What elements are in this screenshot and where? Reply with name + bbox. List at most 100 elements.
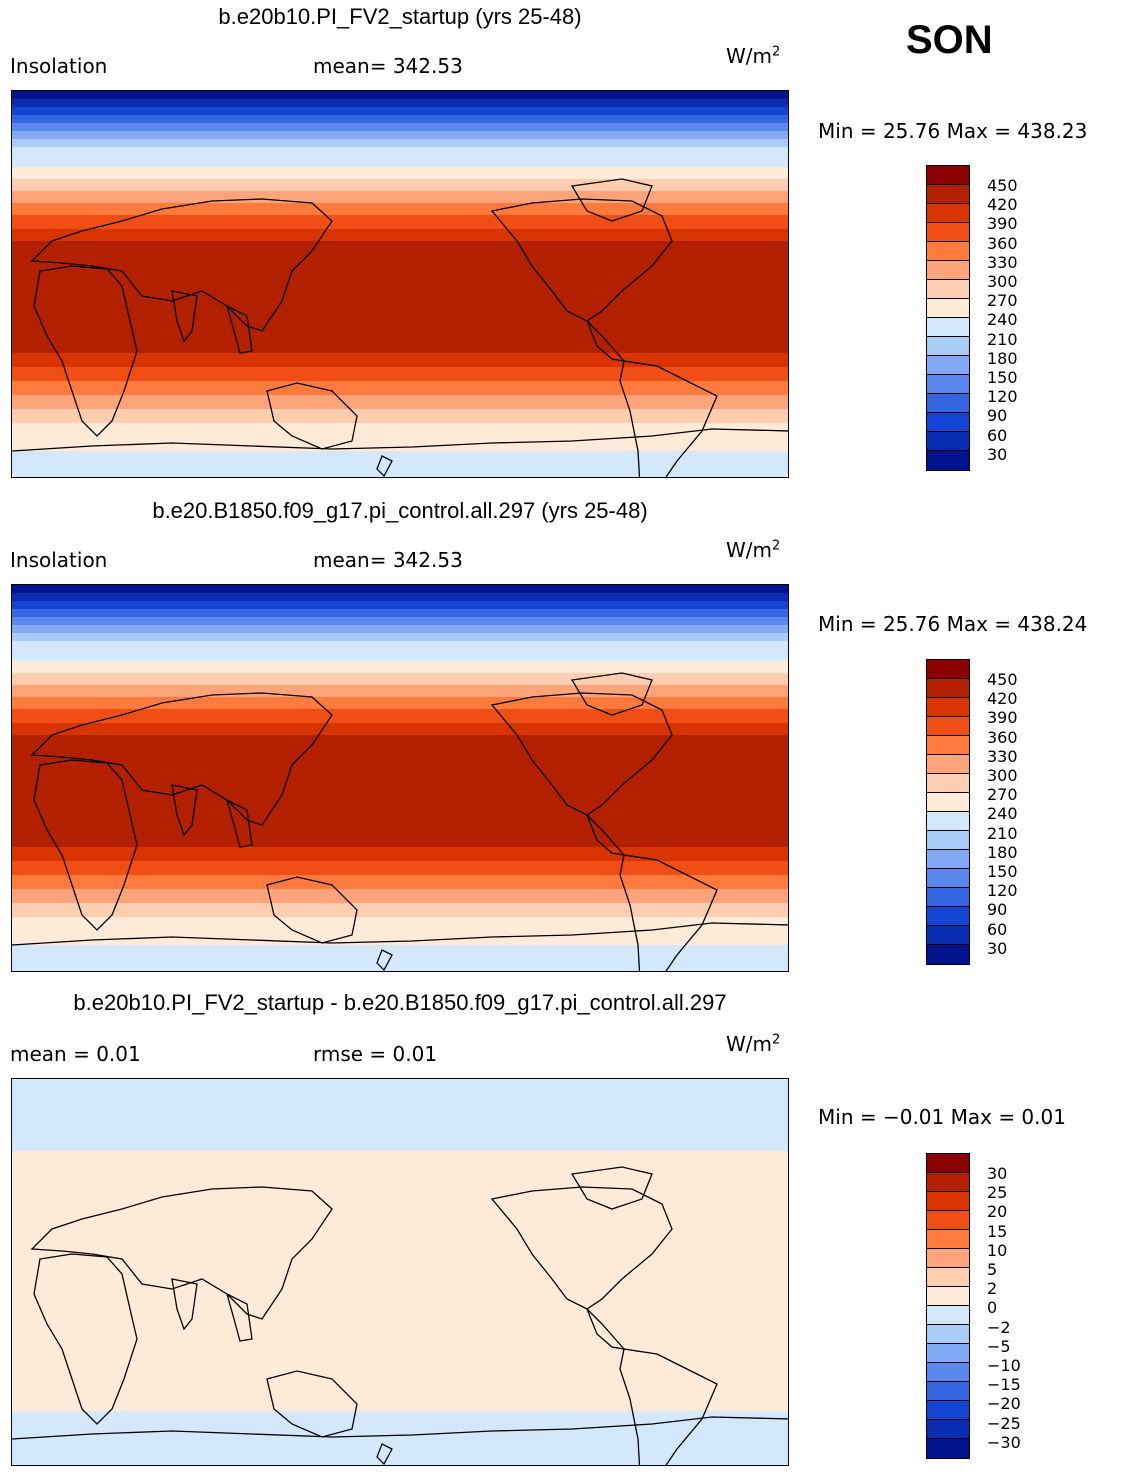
colorbar-tick-label: 270 bbox=[987, 785, 1018, 805]
colorbar-swatch bbox=[927, 698, 969, 717]
colorbar-swatch bbox=[927, 812, 969, 831]
color-band bbox=[12, 147, 788, 156]
color-band bbox=[12, 437, 788, 452]
colorbar-tick-label: 390 bbox=[987, 214, 1018, 234]
colorbar-tick-label: 150 bbox=[987, 368, 1018, 387]
color-band bbox=[12, 1079, 788, 1151]
panel-1-variable-label: Insolation bbox=[10, 54, 108, 78]
colorbar-tick-label: −15 bbox=[987, 1375, 1021, 1395]
colorbar-tick-label: 390 bbox=[987, 708, 1018, 728]
colorbar-swatch bbox=[927, 1249, 969, 1268]
colorbar-tick-label: 360 bbox=[987, 727, 1018, 747]
colorbar-tick-label: 330 bbox=[987, 746, 1018, 766]
colorbar-swatch bbox=[927, 1325, 969, 1344]
color-band bbox=[12, 241, 788, 256]
colorbar-swatch bbox=[927, 774, 969, 793]
colorbar-tick-label: 2 bbox=[987, 1279, 998, 1299]
colorbar-tick-label: −2 bbox=[987, 1317, 1011, 1337]
colorbar-tick-label: 25 bbox=[987, 1183, 1008, 1203]
coastline bbox=[225, 798, 253, 848]
color-band bbox=[12, 777, 788, 792]
colorbar-tick-label: 240 bbox=[987, 310, 1018, 330]
coastline bbox=[570, 672, 653, 716]
colorbar-swatch bbox=[927, 1287, 969, 1306]
colorbar-tick-label: 420 bbox=[987, 689, 1018, 709]
map-canvas bbox=[12, 91, 788, 477]
color-band bbox=[12, 959, 788, 971]
coastline bbox=[12, 1416, 788, 1440]
color-band bbox=[12, 155, 788, 168]
coastline bbox=[376, 1443, 393, 1465]
color-band bbox=[12, 229, 788, 242]
colorbar-swatch bbox=[927, 223, 969, 242]
color-band bbox=[12, 749, 788, 764]
panel-1-minmax: Min = 25.76 Max = 438.23 bbox=[818, 119, 1088, 143]
colorbar-tick-label: 450 bbox=[987, 176, 1018, 195]
color-band bbox=[12, 585, 788, 594]
map-canvas bbox=[12, 585, 788, 971]
color-band bbox=[12, 847, 788, 862]
coastline bbox=[266, 382, 358, 450]
coastline bbox=[619, 1348, 718, 1465]
coastline bbox=[266, 876, 358, 944]
colorbar-swatch bbox=[927, 926, 969, 945]
color-band bbox=[12, 139, 788, 148]
colorbar-tick-label: 150 bbox=[987, 862, 1018, 881]
color-band bbox=[12, 685, 788, 698]
coastline bbox=[619, 360, 718, 477]
coastline bbox=[33, 1253, 138, 1425]
colorbar-swatch bbox=[927, 318, 969, 337]
colorbar-swatch bbox=[927, 831, 969, 850]
color-band bbox=[12, 945, 788, 960]
color-band bbox=[12, 1411, 788, 1465]
colorbar-swatch bbox=[927, 204, 969, 223]
coastline bbox=[171, 290, 198, 343]
colorbar-tick-label: 180 bbox=[987, 842, 1018, 862]
color-band bbox=[12, 451, 788, 466]
coastline bbox=[12, 428, 788, 452]
color-band bbox=[12, 697, 788, 710]
colorbar-tick-label: 210 bbox=[987, 823, 1018, 843]
coastline bbox=[33, 759, 138, 931]
panel-3-minmax: Min = −0.01 Max = 0.01 bbox=[818, 1105, 1066, 1129]
colorbar-swatch bbox=[927, 185, 969, 204]
color-band bbox=[12, 903, 788, 918]
colorbar-swatch bbox=[927, 1363, 969, 1382]
color-band bbox=[12, 625, 788, 634]
colorbar-tick-label: −25 bbox=[987, 1413, 1021, 1433]
colorbar-tick-label: 300 bbox=[987, 766, 1018, 785]
colorbar-swatch bbox=[927, 337, 969, 356]
color-band bbox=[12, 673, 788, 686]
color-band bbox=[12, 339, 788, 354]
colorbar-tick-label: 30 bbox=[987, 444, 1008, 464]
coastline bbox=[266, 1370, 358, 1438]
color-band bbox=[12, 311, 788, 326]
panel-3-map bbox=[11, 1078, 789, 1466]
color-band bbox=[12, 805, 788, 820]
coastline bbox=[376, 949, 393, 971]
colorbar-swatch bbox=[927, 793, 969, 812]
colorbar-tick-label: 90 bbox=[987, 406, 1008, 426]
color-band bbox=[12, 167, 788, 180]
panel-1-title: b.e20b10.PI_FV2_startup (yrs 25-48) bbox=[218, 4, 582, 29]
color-band bbox=[12, 1151, 788, 1411]
map-canvas bbox=[12, 1079, 788, 1465]
colorbar-swatch bbox=[927, 242, 969, 261]
panel-2-colorbar bbox=[926, 659, 970, 965]
coastline bbox=[225, 304, 253, 354]
color-band bbox=[12, 381, 788, 396]
color-band bbox=[12, 649, 788, 662]
color-band bbox=[12, 203, 788, 216]
colorbar-swatch bbox=[927, 755, 969, 774]
colorbar-tick-label: 240 bbox=[987, 804, 1018, 824]
coastline bbox=[171, 784, 198, 837]
colorbar-swatch bbox=[927, 869, 969, 888]
color-band bbox=[12, 735, 788, 750]
colorbar-tick-label: −5 bbox=[987, 1336, 1011, 1356]
color-band bbox=[12, 367, 788, 382]
colorbar-tick-label: 360 bbox=[987, 233, 1018, 253]
panel-3-title: b.e20b10.PI_FV2_startup - b.e20.B1850.f0… bbox=[73, 990, 727, 1015]
colorbar-swatch bbox=[927, 261, 969, 280]
coastline bbox=[30, 1186, 333, 1320]
colorbar-tick-label: −10 bbox=[987, 1356, 1021, 1375]
